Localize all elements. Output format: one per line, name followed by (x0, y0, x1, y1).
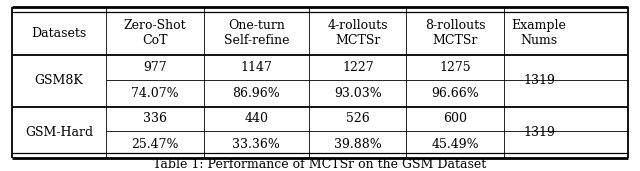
Text: Datasets: Datasets (31, 27, 86, 40)
Text: 86.96%: 86.96% (232, 87, 280, 100)
Text: 1227: 1227 (342, 61, 374, 74)
Text: 600: 600 (443, 112, 467, 125)
Text: 1319: 1319 (523, 74, 555, 87)
Text: GSM-Hard: GSM-Hard (25, 126, 93, 139)
Text: 8-rollouts
MCTSr: 8-rollouts MCTSr (425, 19, 485, 47)
Text: 96.66%: 96.66% (431, 87, 479, 100)
Text: Zero-Shot
CoT: Zero-Shot CoT (124, 19, 186, 47)
Text: 336: 336 (143, 112, 167, 125)
Text: 440: 440 (244, 112, 268, 125)
Text: 526: 526 (346, 112, 370, 125)
Text: 45.49%: 45.49% (431, 138, 479, 151)
Text: 977: 977 (143, 61, 166, 74)
Text: Example
Nums: Example Nums (511, 19, 566, 47)
Text: 93.03%: 93.03% (334, 87, 381, 100)
Text: 1147: 1147 (241, 61, 272, 74)
Text: Table 1: Performance of MCTSr on the GSM Dataset: Table 1: Performance of MCTSr on the GSM… (154, 158, 486, 171)
Text: 25.47%: 25.47% (131, 138, 179, 151)
Text: 33.36%: 33.36% (232, 138, 280, 151)
Text: 74.07%: 74.07% (131, 87, 179, 100)
Text: 1319: 1319 (523, 126, 555, 139)
Text: GSM8K: GSM8K (35, 74, 83, 87)
Text: One-turn
Self-refine: One-turn Self-refine (223, 19, 289, 47)
Text: 1275: 1275 (439, 61, 471, 74)
Text: 4-rollouts
MCTSr: 4-rollouts MCTSr (328, 19, 388, 47)
Text: 39.88%: 39.88% (334, 138, 381, 151)
